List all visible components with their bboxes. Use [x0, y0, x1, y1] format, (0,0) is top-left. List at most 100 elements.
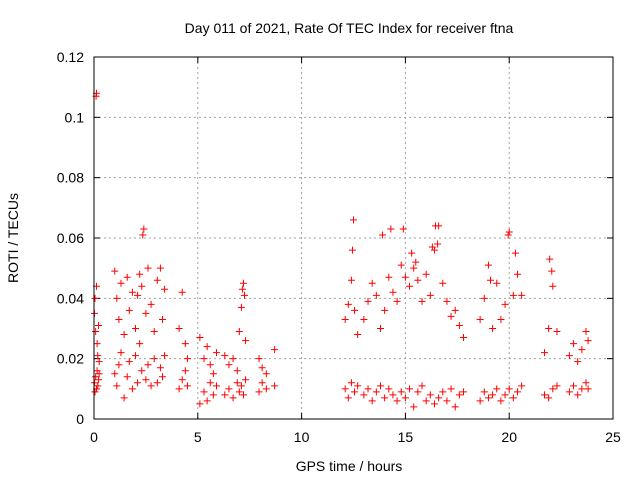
data-point: [183, 382, 191, 390]
data-point: [134, 379, 142, 387]
data-point: [389, 288, 397, 296]
data-point: [570, 340, 578, 348]
data-point: [139, 231, 147, 239]
data-point: [451, 403, 459, 411]
data-point: [175, 385, 183, 393]
data-point: [414, 276, 422, 284]
data-point: [156, 364, 164, 372]
data-point: [142, 309, 150, 317]
data-point: [410, 264, 418, 272]
x-tick-label: 15: [398, 429, 414, 445]
data-point: [94, 352, 102, 360]
data-point: [368, 279, 376, 287]
x-tick-label: 25: [605, 429, 621, 445]
data-point: [209, 391, 217, 399]
data-point: [578, 346, 586, 354]
data-point: [92, 328, 100, 336]
data-point: [497, 315, 505, 323]
data-point: [196, 400, 204, 408]
data-point: [460, 334, 468, 342]
data-point: [203, 397, 211, 405]
data-point: [125, 358, 133, 366]
y-tick-label: 0.08: [57, 170, 84, 186]
data-point: [565, 352, 573, 360]
data-point: [221, 352, 229, 360]
data-point: [426, 391, 434, 399]
data-point: [159, 315, 167, 323]
data-point: [447, 385, 455, 393]
data-point: [354, 331, 362, 339]
data-point: [476, 397, 484, 405]
data-point: [406, 282, 414, 290]
data-point: [347, 276, 355, 284]
data-point: [505, 385, 513, 393]
data-point: [200, 355, 208, 363]
data-point: [455, 391, 463, 399]
data-point: [372, 291, 380, 299]
data-point: [518, 382, 526, 390]
data-point: [341, 315, 349, 323]
data-point: [548, 267, 556, 275]
data-point: [347, 379, 355, 387]
data-point: [95, 358, 103, 366]
data-point: [489, 325, 497, 332]
data-point: [161, 352, 169, 360]
data-point: [545, 325, 553, 332]
data-point: [401, 394, 409, 402]
data-point: [511, 249, 519, 257]
data-point: [235, 328, 243, 336]
data-point: [565, 388, 573, 396]
data-point: [144, 264, 152, 272]
data-point: [584, 385, 592, 393]
data-point: [408, 249, 416, 257]
data-point: [476, 315, 484, 323]
data-point: [237, 303, 245, 311]
data-point: [434, 240, 442, 248]
data-point: [344, 300, 352, 308]
data-point: [397, 261, 405, 269]
data-point: [140, 225, 148, 233]
data-point: [183, 355, 191, 363]
chart-title: Day 011 of 2021, Rate Of TEC Index for r…: [185, 20, 514, 36]
data-point: [540, 349, 548, 357]
data-point: [351, 388, 359, 396]
data-point: [460, 388, 468, 396]
data-point: [147, 382, 155, 390]
data-point: [212, 382, 220, 390]
data-point: [549, 282, 557, 290]
data-point: [553, 328, 561, 336]
data-point: [125, 306, 133, 314]
data-point: [175, 325, 183, 332]
data-point: [95, 376, 103, 384]
data-point: [393, 397, 401, 405]
data-point: [229, 394, 237, 402]
data-point: [258, 379, 266, 387]
data-point: [238, 285, 246, 293]
data-point: [159, 373, 167, 381]
data-point: [574, 391, 582, 399]
data-point: [206, 379, 214, 387]
data-point: [203, 343, 211, 351]
data-point: [501, 300, 509, 308]
data-point: [93, 340, 101, 348]
data-point: [578, 385, 586, 393]
data-point: [406, 385, 414, 393]
y-tick-label: 0: [76, 411, 84, 427]
data-point: [484, 394, 492, 402]
data-point: [360, 391, 368, 399]
data-point: [153, 276, 161, 284]
data-point: [128, 288, 136, 296]
data-point: [376, 382, 384, 390]
data-point: [493, 279, 501, 287]
data-point: [123, 373, 131, 381]
data-point: [123, 273, 131, 281]
data-point: [410, 403, 418, 411]
plot-frame: [93, 56, 614, 420]
data-point: [91, 294, 99, 302]
data-point: [368, 397, 376, 405]
data-point: [455, 321, 463, 329]
data-point: [381, 306, 389, 314]
data-point: [501, 391, 509, 399]
